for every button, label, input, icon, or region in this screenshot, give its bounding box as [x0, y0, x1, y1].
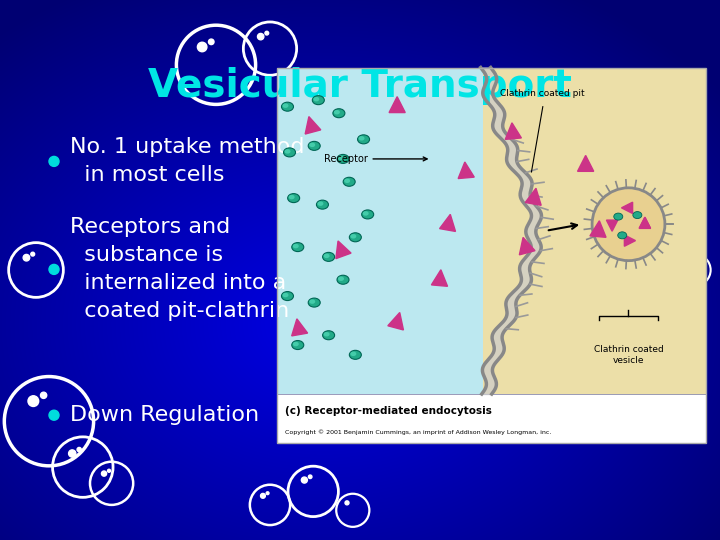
Polygon shape	[639, 217, 651, 228]
Ellipse shape	[293, 342, 299, 346]
Circle shape	[266, 492, 269, 495]
Circle shape	[49, 265, 59, 274]
Ellipse shape	[309, 299, 315, 304]
Polygon shape	[519, 238, 535, 255]
FancyBboxPatch shape	[277, 68, 483, 394]
Ellipse shape	[282, 102, 294, 111]
Ellipse shape	[333, 109, 345, 118]
Polygon shape	[606, 220, 618, 231]
Polygon shape	[292, 319, 307, 336]
Circle shape	[28, 396, 39, 407]
Polygon shape	[526, 188, 541, 205]
Ellipse shape	[284, 149, 291, 154]
Polygon shape	[590, 221, 606, 237]
Polygon shape	[305, 117, 321, 134]
Polygon shape	[458, 162, 474, 179]
Ellipse shape	[282, 293, 289, 298]
Circle shape	[49, 157, 59, 166]
Circle shape	[107, 469, 111, 472]
Text: Clathrin coated pit: Clathrin coated pit	[500, 89, 585, 98]
Ellipse shape	[349, 350, 361, 359]
Ellipse shape	[343, 177, 355, 186]
Text: Down Regulation: Down Regulation	[70, 405, 259, 425]
Ellipse shape	[292, 341, 304, 349]
Ellipse shape	[293, 244, 299, 248]
Ellipse shape	[337, 275, 349, 284]
Text: Receptor: Receptor	[323, 154, 427, 164]
Circle shape	[23, 254, 30, 261]
Ellipse shape	[351, 352, 356, 356]
Polygon shape	[577, 156, 594, 171]
Ellipse shape	[308, 141, 320, 150]
Text: Vesicular Transport: Vesicular Transport	[148, 68, 572, 105]
Circle shape	[261, 494, 266, 498]
Text: No. 1 uptake method
  in most cells: No. 1 uptake method in most cells	[70, 137, 305, 185]
Polygon shape	[505, 123, 521, 139]
Ellipse shape	[289, 195, 294, 199]
Ellipse shape	[323, 332, 330, 336]
Text: Copyright © 2001 Benjamin Cummings, an imprint of Addison Wesley Longman, inc.: Copyright © 2001 Benjamin Cummings, an i…	[285, 429, 552, 435]
Ellipse shape	[338, 276, 344, 281]
Ellipse shape	[292, 242, 304, 252]
Ellipse shape	[288, 194, 300, 202]
Ellipse shape	[318, 201, 323, 206]
Circle shape	[265, 31, 269, 35]
Ellipse shape	[351, 234, 356, 239]
Ellipse shape	[344, 179, 350, 183]
Ellipse shape	[363, 211, 369, 215]
Ellipse shape	[308, 298, 320, 307]
Ellipse shape	[313, 97, 320, 102]
Ellipse shape	[323, 254, 330, 258]
Polygon shape	[624, 235, 636, 246]
Circle shape	[102, 471, 107, 476]
Circle shape	[209, 39, 214, 45]
Ellipse shape	[309, 143, 315, 147]
FancyBboxPatch shape	[277, 394, 706, 443]
Ellipse shape	[323, 252, 335, 261]
Polygon shape	[431, 270, 448, 286]
Circle shape	[592, 188, 665, 261]
Ellipse shape	[359, 136, 364, 140]
Ellipse shape	[323, 330, 335, 340]
Circle shape	[68, 450, 76, 457]
Ellipse shape	[337, 154, 349, 164]
Circle shape	[688, 261, 691, 265]
Circle shape	[77, 448, 81, 451]
Ellipse shape	[338, 156, 344, 160]
Ellipse shape	[613, 213, 623, 220]
Circle shape	[308, 475, 312, 478]
Text: Receptors and
  substance is
  internalized into a
  coated pit-clathrin: Receptors and substance is internalized …	[70, 218, 289, 321]
FancyBboxPatch shape	[483, 68, 706, 394]
Ellipse shape	[334, 110, 340, 114]
Circle shape	[31, 252, 35, 256]
Ellipse shape	[312, 96, 324, 105]
Circle shape	[40, 392, 47, 399]
Ellipse shape	[284, 148, 295, 157]
Polygon shape	[621, 202, 633, 213]
Ellipse shape	[316, 200, 328, 209]
Circle shape	[302, 477, 307, 483]
Polygon shape	[388, 313, 403, 330]
Ellipse shape	[361, 210, 374, 219]
Ellipse shape	[358, 135, 369, 144]
Polygon shape	[440, 214, 456, 232]
Circle shape	[258, 33, 264, 40]
Ellipse shape	[282, 104, 289, 108]
Text: (c) Receptor-mediated endocytosis: (c) Receptor-mediated endocytosis	[285, 406, 492, 416]
Polygon shape	[389, 97, 405, 112]
Text: Clathrin coated
vesicle: Clathrin coated vesicle	[593, 345, 663, 365]
Circle shape	[49, 410, 59, 420]
Circle shape	[345, 501, 349, 505]
Polygon shape	[639, 217, 651, 228]
Ellipse shape	[633, 212, 642, 219]
Polygon shape	[336, 241, 351, 259]
Ellipse shape	[349, 233, 361, 242]
Circle shape	[197, 42, 207, 52]
Ellipse shape	[618, 232, 626, 239]
Ellipse shape	[282, 292, 294, 301]
